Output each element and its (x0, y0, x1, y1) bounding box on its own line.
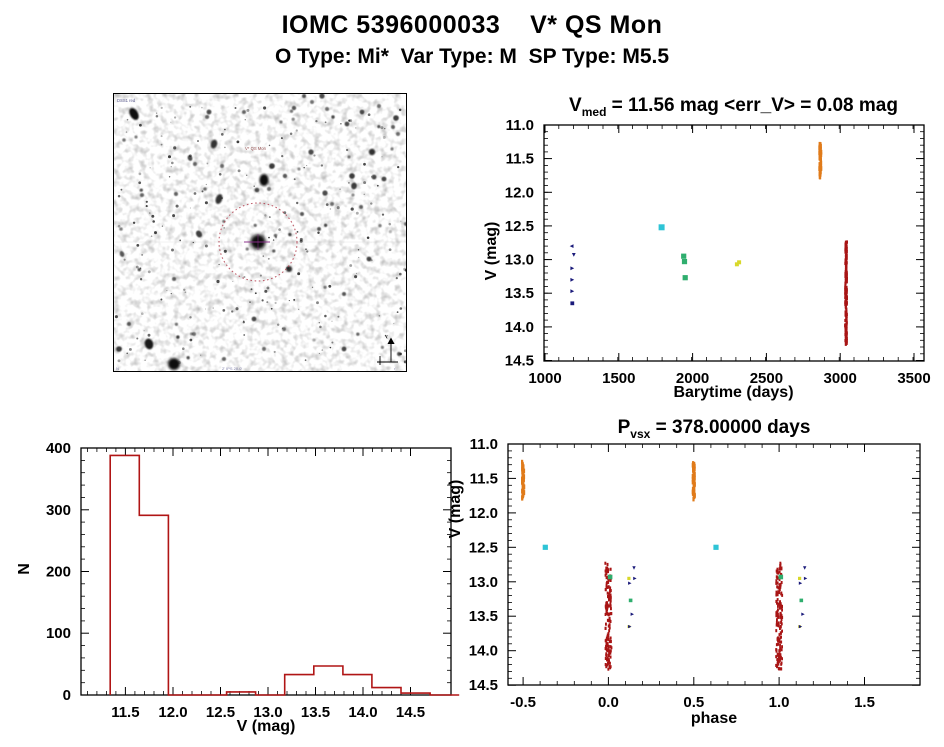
svg-text:300: 300 (46, 501, 71, 518)
svg-text:13.5: 13.5 (469, 608, 498, 625)
svg-text:12.5: 12.5 (469, 539, 498, 556)
svg-text:11.5: 11.5 (506, 150, 534, 167)
svg-text:14.5: 14.5 (505, 352, 534, 369)
svg-text:100: 100 (46, 625, 71, 642)
svg-text:12.0: 12.0 (505, 184, 534, 201)
svg-text:-0.5: -0.5 (510, 694, 536, 711)
svg-text:0: 0 (63, 687, 71, 704)
svg-text:12.0: 12.0 (469, 504, 498, 521)
svg-text:12.5: 12.5 (505, 217, 534, 234)
svg-text:1.0: 1.0 (769, 694, 790, 711)
svg-text:N: N (116, 366, 119, 371)
svg-text:11.0: 11.0 (506, 117, 534, 134)
svg-text:11.0: 11.0 (470, 436, 498, 453)
svg-text:14.5: 14.5 (469, 677, 498, 694)
svg-text:400: 400 (46, 440, 71, 457)
svg-text:0.5: 0.5 (683, 694, 704, 711)
svg-text:200: 200 (46, 563, 71, 580)
svg-text:r': r' (394, 366, 396, 371)
svg-text:DSS1 red: DSS1 red (117, 98, 136, 103)
svg-text:11.5: 11.5 (470, 470, 498, 487)
svg-text:14.0: 14.0 (469, 642, 498, 659)
svg-text:13.0: 13.0 (469, 573, 498, 590)
svg-text:13.5: 13.5 (505, 285, 534, 302)
svg-text:14.0: 14.0 (505, 318, 534, 335)
svg-text:1.5: 1.5 (854, 694, 875, 711)
svg-text:2' IPS 20.0': 2' IPS 20.0' (222, 366, 242, 371)
svg-text:0.0: 0.0 (598, 694, 619, 711)
svg-text:V* QS Mon: V* QS Mon (245, 146, 267, 151)
svg-text:13.0: 13.0 (505, 251, 534, 268)
